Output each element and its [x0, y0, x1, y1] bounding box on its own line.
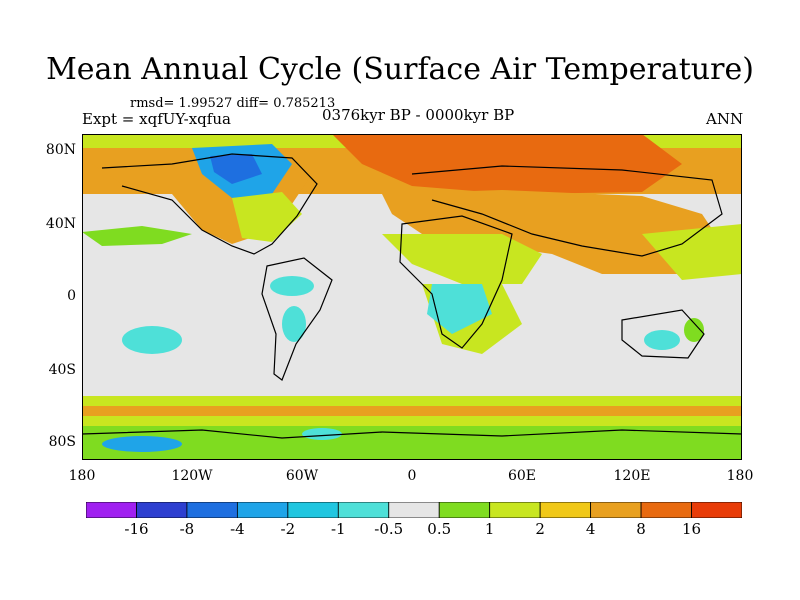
antarctica-coast	[82, 429, 742, 439]
period-label: 0376kyr BP - 0000kyr BP	[322, 106, 515, 124]
asia-warming	[382, 190, 722, 274]
lon-label-0: 0	[407, 468, 417, 484]
north-america-coast	[101, 153, 318, 255]
lat-label-80s: 80S	[48, 434, 76, 450]
ross-sea-cooling	[102, 436, 182, 452]
colorbar-label: -16	[124, 520, 149, 538]
south-america-coast	[261, 257, 333, 381]
coastlines	[82, 153, 742, 439]
lon-label-180e: 180	[726, 468, 754, 484]
colorbar-swatch	[337, 502, 390, 518]
weddell-cooling	[302, 428, 342, 440]
lat-label-0: 0	[67, 288, 76, 304]
colorbar-swatch	[438, 502, 491, 518]
colorbar-label: 2	[535, 520, 545, 538]
colorbar-swatch	[186, 502, 238, 518]
canada-strong-cooling	[210, 154, 262, 184]
amazon-cooling	[270, 276, 314, 296]
colorbar	[86, 502, 742, 518]
lat-label-80n: 80N	[45, 142, 76, 158]
lon-label-180w: 180	[68, 468, 96, 484]
eurasia-coast	[411, 165, 723, 257]
colorbar-swatch	[86, 502, 137, 518]
lat-label-40s: 40S	[48, 362, 76, 378]
colorbar-swatch	[236, 502, 289, 518]
colorbar-swatch	[691, 502, 742, 518]
lon-label-120w: 120W	[171, 468, 213, 484]
colorbar-label: 16	[681, 520, 702, 538]
map-frame	[82, 134, 742, 460]
lon-label-120e: 120E	[613, 468, 651, 484]
temperature-difference-map	[82, 134, 742, 460]
south-pacific-cooling	[122, 326, 182, 354]
experiment-label: Expt = xqfUY-xqfua	[82, 110, 231, 128]
colorbar-label: -0.5	[374, 520, 404, 538]
colorbar-label: 4	[585, 520, 596, 538]
eurasia-strong-warming	[332, 134, 682, 194]
colorbar-swatch	[388, 502, 440, 518]
colorbar-swatch	[590, 502, 642, 518]
colorbar-label: -4	[230, 520, 245, 538]
lat-label-40n: 40N	[45, 216, 76, 232]
colorbar-swatch	[489, 502, 541, 518]
colorbar-label: -2	[280, 520, 296, 538]
lon-label-60e: 60E	[507, 468, 537, 484]
colorbar-label: -1	[330, 520, 346, 538]
plot-title: Mean Annual Cycle (Surface Air Temperatu…	[46, 52, 754, 87]
colorbar-swatch	[136, 502, 188, 518]
colorbar-label: 8	[636, 520, 646, 538]
australia-cooling	[644, 330, 680, 350]
colorbar-label: 1	[484, 520, 495, 538]
antarctic-warming	[82, 426, 742, 460]
south-america-cooling	[282, 306, 306, 342]
lon-label-60w: 60W	[285, 468, 319, 484]
southern-ocean-strong-warming	[82, 406, 742, 416]
colorbar-label: -8	[179, 520, 195, 538]
colorbar-swatch	[287, 502, 339, 518]
colorbar-label: 0.5	[427, 520, 452, 538]
season-label: ANN	[706, 110, 744, 128]
colorbar-swatch	[640, 502, 692, 518]
pacific-east-asia-warming	[642, 224, 742, 280]
australia-coast	[621, 309, 705, 359]
central-africa-cooling	[427, 284, 492, 334]
north-pacific-warming	[82, 226, 192, 246]
north-africa-warming	[382, 234, 542, 284]
east-australia-warming	[684, 318, 704, 342]
colorbar-swatch	[539, 502, 592, 518]
rmsd-diff-stats: rmsd= 1.99527 diff= 0.785213	[130, 96, 336, 111]
africa-coast	[399, 215, 513, 349]
